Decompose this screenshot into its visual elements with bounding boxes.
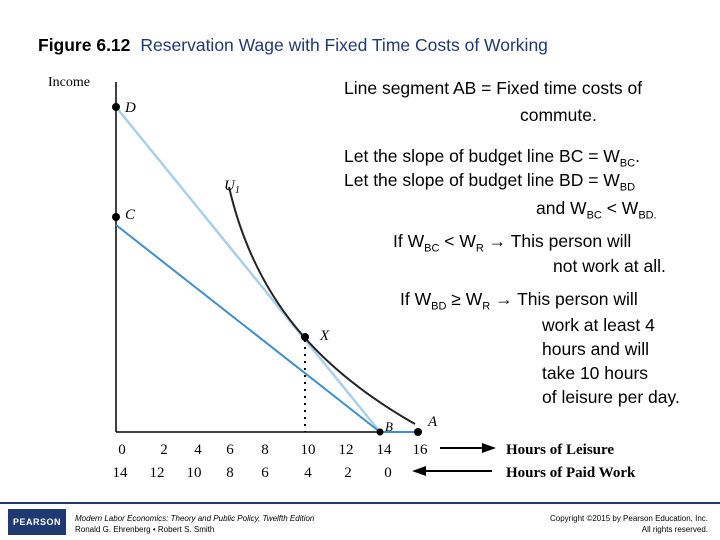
note-slope-bc: Let the slope of budget line BC = WBC.	[344, 146, 640, 170]
work-tick: 0	[384, 465, 392, 481]
leisure-tick: 16	[413, 442, 429, 458]
work-tick: 10	[187, 465, 202, 481]
leisure-tick: 8	[261, 442, 269, 458]
label-b: B	[385, 419, 393, 434]
pearson-logo: PEARSON	[8, 509, 66, 535]
figure-number: Figure 6.12	[38, 35, 131, 55]
leisure-arrow	[440, 443, 496, 453]
work-tick-labels: 14 12 10 8 6 4 2 0	[113, 465, 392, 481]
leisure-tick: 0	[118, 442, 126, 458]
note-if-not-work-line2: not work at all.	[553, 256, 666, 276]
note-ab-line2: commute.	[520, 105, 597, 125]
leisure-tick: 4	[194, 442, 202, 458]
work-tick: 14	[113, 465, 129, 481]
work-axis-label: Hours of Paid Work	[506, 465, 636, 481]
note-if-not-work: If WBC < WR → This person will	[393, 231, 632, 255]
label-a: A	[427, 414, 438, 430]
point-d	[112, 103, 120, 111]
indifference-curve-u1	[228, 186, 416, 425]
note-if-work-line3: hours and will	[542, 339, 649, 359]
point-x	[301, 333, 309, 341]
point-c	[112, 213, 120, 221]
leisure-tick: 6	[226, 442, 234, 458]
work-tick: 6	[261, 465, 269, 481]
leisure-axis-label: Hours of Leisure	[506, 442, 614, 458]
figure-title: Figure 6.12 Reservation Wage with Fixed T…	[38, 35, 548, 56]
budget-line-bc	[115, 224, 381, 433]
work-arrow	[412, 466, 492, 476]
footer-authors: Ronald G. Ehrenberg • Robert S. Smith	[75, 525, 215, 534]
footer-book-info: Modern Labor Economics: Theory and Publi…	[75, 513, 314, 535]
note-if-work-line5: of leisure per day.	[542, 387, 680, 407]
leisure-tick: 12	[339, 442, 354, 458]
y-axis-label: Income	[48, 75, 90, 90]
note-ab-line1: Line segment AB = Fixed time costs of	[344, 78, 643, 98]
figure-subtitle: Reservation Wage with Fixed Time Costs o…	[140, 35, 548, 55]
work-tick: 4	[304, 465, 312, 481]
note-slope-compare: and WBC < WBD.	[536, 198, 657, 222]
footer-copyright-line: Copyright ©2015 by Pearson Education, In…	[550, 514, 708, 523]
note-if-work-line2: work at least 4	[542, 315, 655, 335]
label-d: D	[124, 100, 136, 116]
label-c: C	[125, 207, 136, 223]
footer-rights-line: All rights reserved.	[641, 525, 708, 534]
leisure-tick: 14	[377, 442, 393, 458]
footer-divider	[0, 502, 720, 504]
work-tick: 2	[344, 465, 352, 481]
point-a	[414, 428, 422, 436]
footer-copyright: Copyright ©2015 by Pearson Education, In…	[550, 513, 708, 535]
footer-book-title: Modern Labor Economics: Theory and Publi…	[75, 514, 315, 523]
note-if-work: If WBD ≥ WR → This person will	[400, 289, 638, 313]
work-tick: 8	[226, 465, 234, 481]
budget-line-bd	[115, 106, 381, 433]
work-tick: 12	[150, 465, 165, 481]
point-b	[376, 428, 384, 436]
note-slope-bd: Let the slope of budget line BD = WBD	[344, 170, 636, 194]
label-x: X	[319, 328, 330, 344]
label-u1: U1	[224, 178, 240, 196]
leisure-tick: 10	[301, 442, 316, 458]
leisure-tick-labels: 0 2 4 6 8 10 12 14 16	[118, 442, 428, 458]
leisure-tick: 2	[160, 442, 168, 458]
note-if-work-line4: take 10 hours	[542, 363, 649, 383]
